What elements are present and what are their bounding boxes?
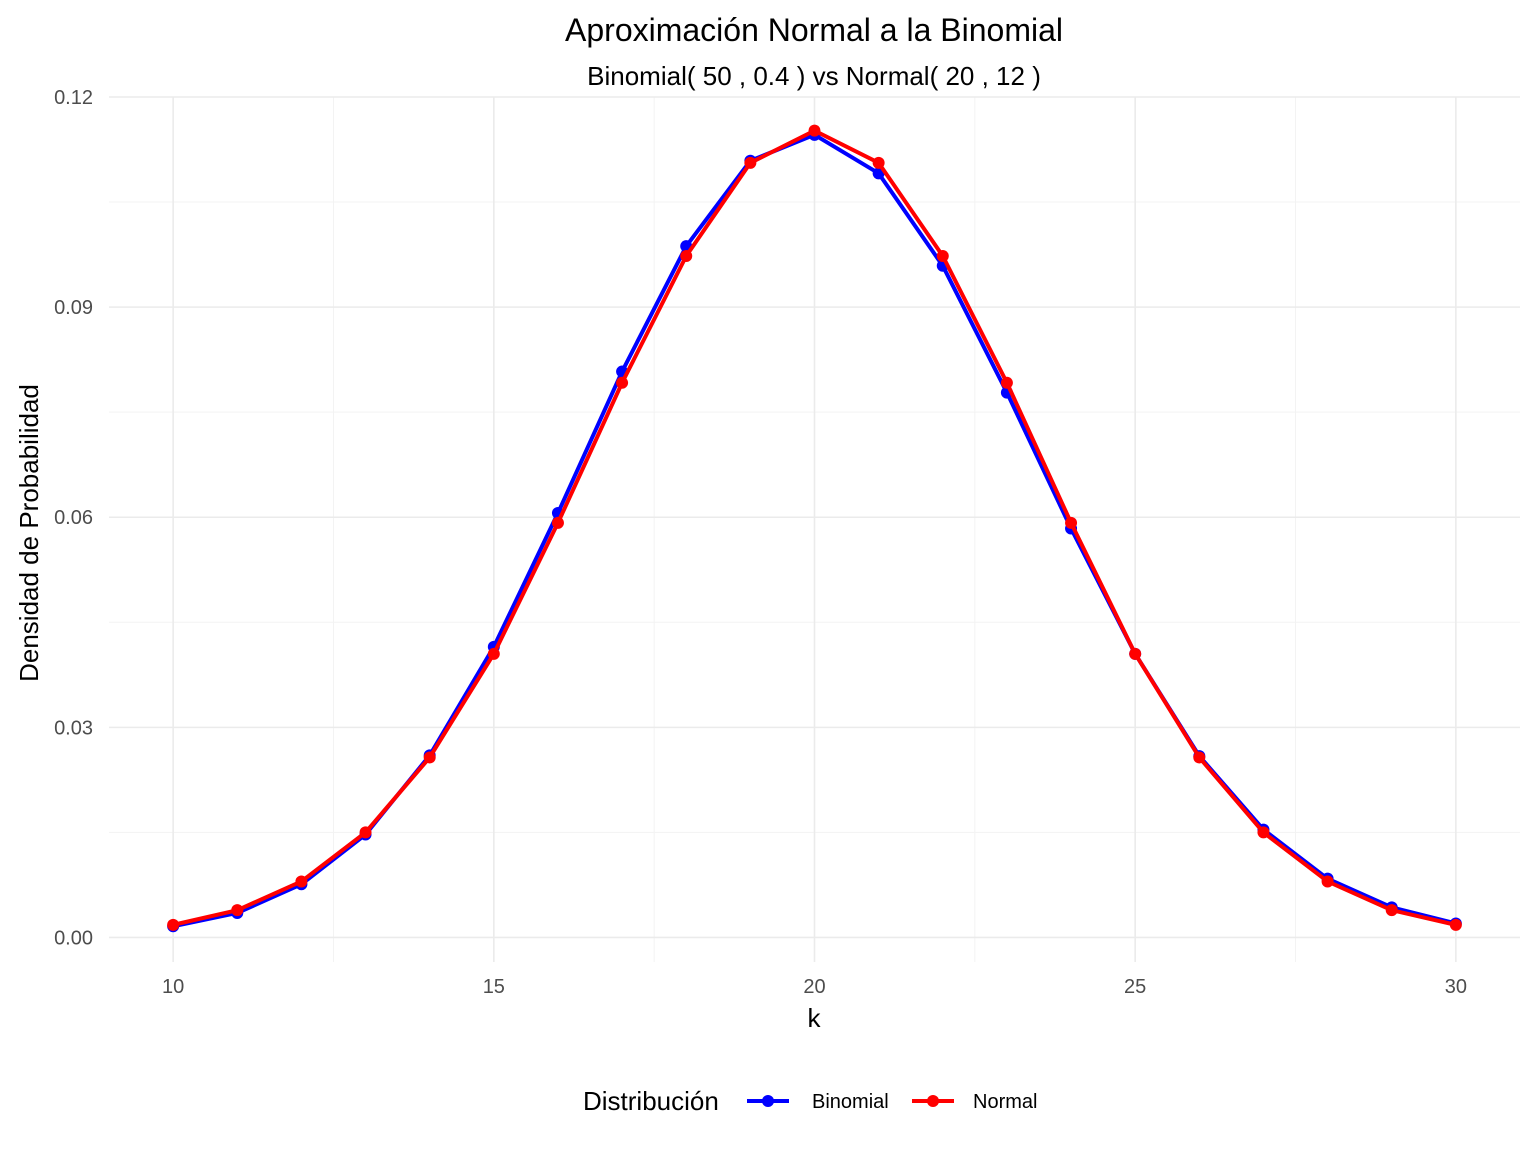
legend-title: Distribución [583, 1086, 719, 1116]
legend-key-point-normal [927, 1095, 939, 1107]
x-tick-label: 10 [162, 976, 184, 998]
y-tick-label: 0.06 [54, 507, 93, 529]
data-point-normal [167, 918, 180, 931]
data-point-normal [359, 826, 372, 839]
data-point-normal [1321, 875, 1334, 888]
data-point-normal [744, 156, 757, 169]
x-tick-label: 20 [803, 976, 825, 998]
data-point-normal [1193, 751, 1206, 764]
data-point-normal [1065, 516, 1078, 529]
chart-subtitle: Binomial( 50 , 0.4 ) vs Normal( 20 , 12 … [587, 61, 1041, 91]
y-tick-label: 0.00 [54, 927, 93, 949]
legend-label-binomial: Binomial [812, 1091, 889, 1113]
data-point-normal [1129, 647, 1142, 660]
legend-item-normal: Normal [912, 1091, 1037, 1113]
y-axis-label: Densidad de Probabilidad [14, 384, 44, 682]
legend-label-normal: Normal [973, 1091, 1037, 1113]
y-tick-label: 0.03 [54, 717, 93, 739]
x-axis-label: k [808, 1003, 822, 1033]
legend: Distribución Binomial Normal [583, 1086, 1037, 1116]
data-point-normal [936, 249, 949, 262]
x-tick-label: 30 [1445, 976, 1467, 998]
x-tick-labels: 10 15 20 25 30 [162, 976, 1467, 998]
data-point-normal [295, 875, 308, 888]
data-point-normal [1449, 918, 1462, 931]
legend-key-point-binomial [762, 1095, 774, 1107]
data-point-normal [551, 516, 564, 529]
data-point-normal [680, 249, 693, 262]
legend-item-binomial: Binomial [747, 1091, 889, 1113]
series-layer [167, 124, 1462, 933]
data-point-normal [231, 904, 244, 917]
data-point-normal [1257, 826, 1270, 839]
data-point-normal [616, 376, 629, 389]
data-point-normal [487, 647, 500, 660]
data-point-normal [423, 751, 436, 764]
data-point-normal [808, 124, 821, 137]
chart-title: Aproximación Normal a la Binomial [565, 12, 1063, 48]
y-tick-label: 0.12 [54, 87, 93, 109]
series-normal [167, 124, 1462, 931]
y-tick-labels: 0.00 0.03 0.06 0.09 0.12 [54, 87, 93, 949]
x-tick-label: 15 [483, 976, 505, 998]
y-tick-label: 0.09 [54, 297, 93, 319]
data-point-normal [1000, 376, 1013, 389]
x-tick-label: 25 [1124, 976, 1146, 998]
grid [109, 96, 1520, 962]
data-point-normal [872, 156, 885, 169]
data-point-normal [1385, 904, 1398, 917]
